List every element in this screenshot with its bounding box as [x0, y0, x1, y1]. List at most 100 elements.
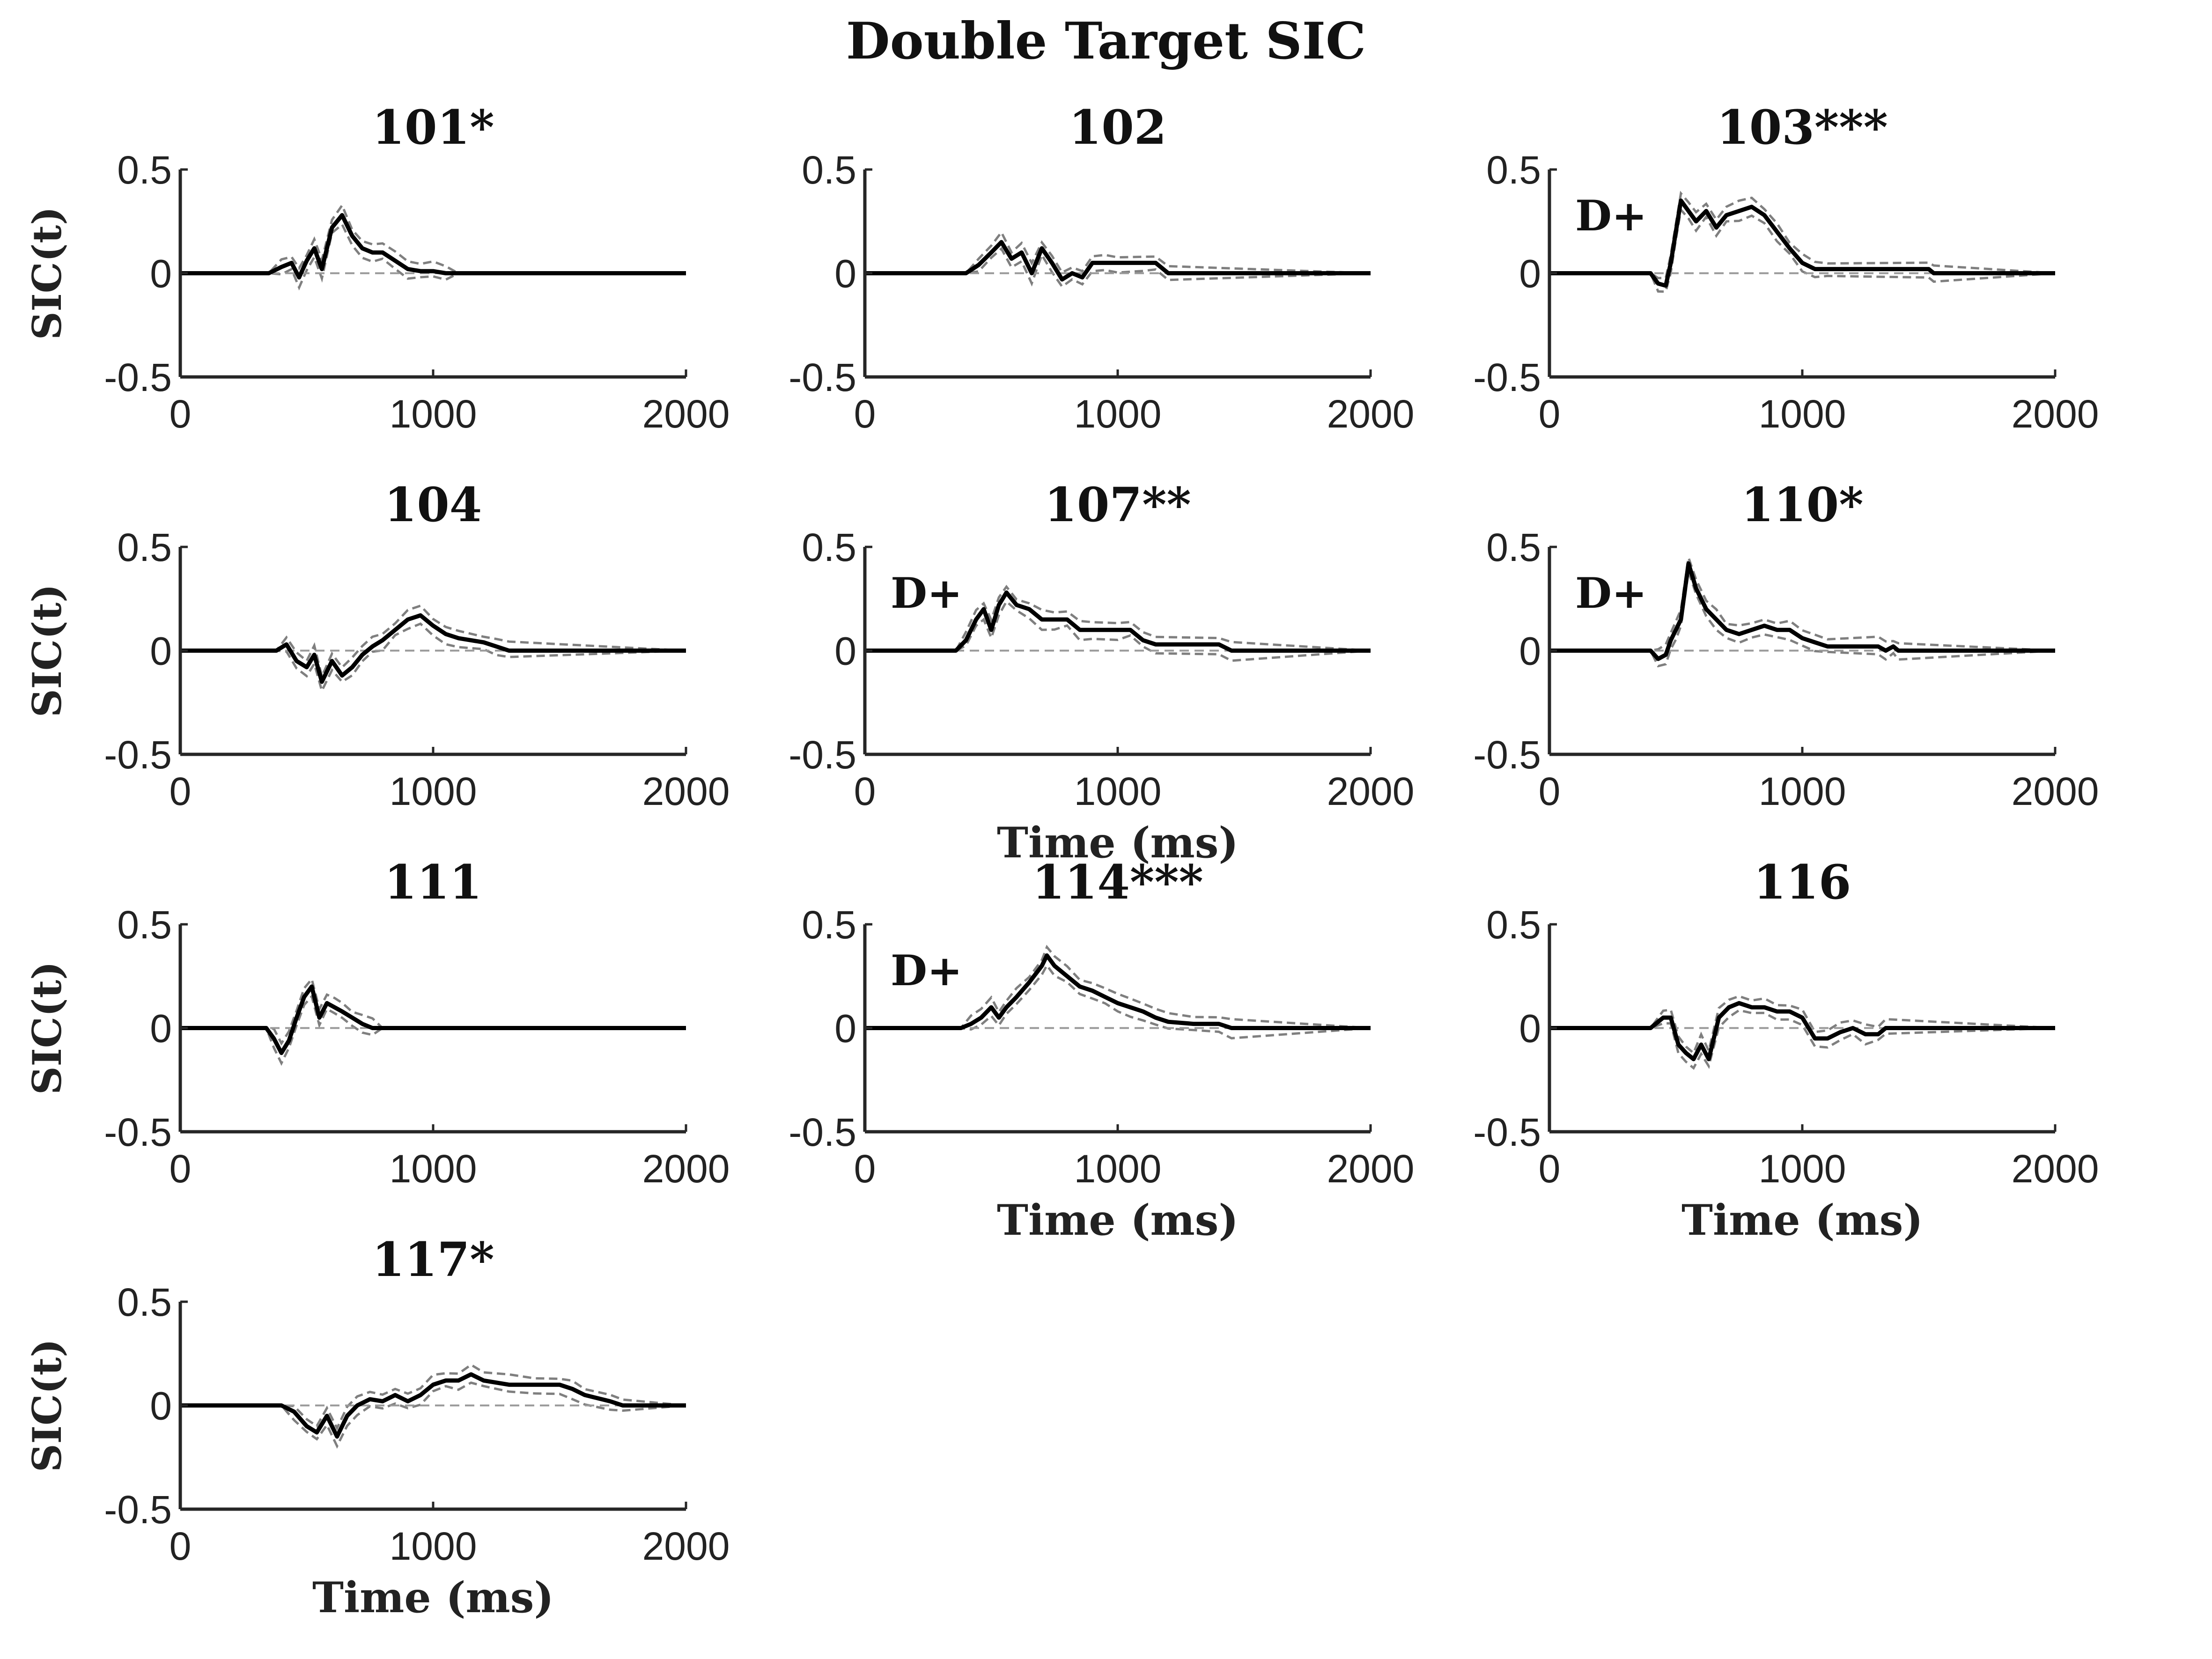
lower-bound-line [865, 247, 1371, 288]
y-tick-label: -0.5 [789, 733, 856, 777]
sic-mean-line [180, 213, 686, 280]
lower-bound-line [865, 599, 1371, 662]
lower-bound-line [180, 622, 686, 694]
sic-mean-line [180, 613, 686, 684]
sic-mean-line [180, 984, 686, 1055]
x-tick-label: 0 [854, 1147, 876, 1191]
upper-bound-line [1549, 995, 2056, 1055]
y-axis-label: SIC(t) [24, 961, 70, 1095]
annotation-label: D+ [1575, 191, 1647, 241]
x-tick-label: 1000 [390, 1524, 477, 1568]
x-tick-label: 1000 [390, 769, 477, 813]
y-axis-label: SIC(t) [24, 584, 70, 717]
y-tick-label: -0.5 [104, 733, 172, 777]
y-tick-label: -0.5 [789, 1110, 856, 1154]
upper-bound-line [865, 230, 1371, 274]
y-tick-label: 0.5 [802, 903, 856, 947]
x-axis-label: Time (ms) [312, 1573, 554, 1622]
x-tick-label: 2000 [1327, 392, 1415, 436]
lower-bound-line [180, 222, 686, 291]
x-tick-label: 1000 [1759, 392, 1846, 436]
y-tick-label: 0.5 [1486, 148, 1541, 192]
y-tick-label: 0 [834, 1007, 856, 1051]
x-tick-label: 0 [170, 769, 192, 813]
subplot-title: 103*** [1717, 100, 1888, 155]
y-tick-label: -0.5 [789, 355, 856, 399]
sic-mean-line [180, 1372, 686, 1439]
y-axis-label: SIC(t) [24, 1339, 70, 1472]
x-tick-label: 1000 [390, 1147, 477, 1191]
annotation-label: D+ [1575, 568, 1647, 618]
x-tick-label: 2000 [2012, 392, 2099, 436]
y-tick-label: 0.5 [117, 903, 172, 947]
sic-mean-line [1549, 198, 2055, 288]
x-tick-label: 0 [854, 769, 876, 813]
x-tick-label: 2000 [1327, 1147, 1415, 1191]
subplot-title: 110* [1741, 477, 1863, 532]
y-tick-label: 0 [1519, 252, 1541, 296]
x-tick-label: 0 [170, 1147, 192, 1191]
upper-bound-line [180, 604, 686, 680]
x-tick-label: 1000 [1074, 392, 1162, 436]
upper-bound-line [180, 1363, 686, 1431]
x-tick-label: 2000 [642, 1524, 730, 1568]
y-tick-label: 0 [150, 1007, 172, 1051]
x-tick-label: 1000 [1074, 769, 1162, 813]
y-tick-label: -0.5 [104, 355, 172, 399]
subplot-title: 117* [372, 1232, 494, 1287]
upper-bound-line [865, 584, 1371, 652]
x-axis-label: Time (ms) [997, 1195, 1239, 1245]
y-tick-label: 0.5 [1486, 903, 1541, 947]
subplot-title: 116 [1754, 855, 1851, 910]
x-tick-label: 0 [170, 1524, 192, 1568]
y-tick-label: 0 [150, 1384, 172, 1428]
x-tick-label: 1000 [1074, 1147, 1162, 1191]
subplot-title: 114*** [1032, 855, 1203, 910]
y-tick-label: 0 [150, 629, 172, 673]
y-tick-label: -0.5 [1473, 355, 1541, 399]
x-tick-label: 1000 [1759, 769, 1846, 813]
x-tick-label: 0 [1539, 1147, 1561, 1191]
y-tick-label: 0.5 [802, 525, 856, 569]
y-tick-label: -0.5 [1473, 1110, 1541, 1154]
sic-mean-line [1549, 561, 2055, 661]
x-axis-label: Time (ms) [997, 818, 1239, 868]
subplot-title: 104 [384, 477, 482, 532]
x-tick-label: 0 [854, 392, 876, 436]
x-tick-label: 2000 [1327, 769, 1415, 813]
y-tick-label: 0.5 [117, 1280, 172, 1324]
y-tick-label: 0.5 [802, 148, 856, 192]
y-tick-label: 0.5 [117, 148, 172, 192]
x-tick-label: 1000 [1759, 1147, 1846, 1191]
y-tick-label: -0.5 [104, 1488, 172, 1532]
y-tick-label: 0.5 [117, 525, 172, 569]
sic-mean-line [865, 240, 1371, 282]
x-axis-label: Time (ms) [1681, 1195, 1923, 1245]
annotation-label: D+ [891, 946, 962, 995]
x-tick-label: 0 [1539, 392, 1561, 436]
x-tick-label: 2000 [642, 392, 730, 436]
subplot-title: 107** [1044, 477, 1191, 532]
y-tick-label: -0.5 [1473, 733, 1541, 777]
upper-bound-line [865, 944, 1371, 1029]
x-tick-label: 0 [170, 392, 192, 436]
y-tick-label: 0 [150, 252, 172, 296]
sic-mean-line [1549, 1001, 2055, 1062]
y-tick-label: 0 [834, 629, 856, 673]
x-tick-label: 2000 [642, 1147, 730, 1191]
y-tick-label: -0.5 [104, 1110, 172, 1154]
upper-bound-line [180, 976, 686, 1046]
y-axis-label: SIC(t) [24, 206, 70, 340]
x-tick-label: 2000 [642, 769, 730, 813]
lower-bound-line [180, 1381, 686, 1449]
x-tick-label: 0 [1539, 769, 1561, 813]
